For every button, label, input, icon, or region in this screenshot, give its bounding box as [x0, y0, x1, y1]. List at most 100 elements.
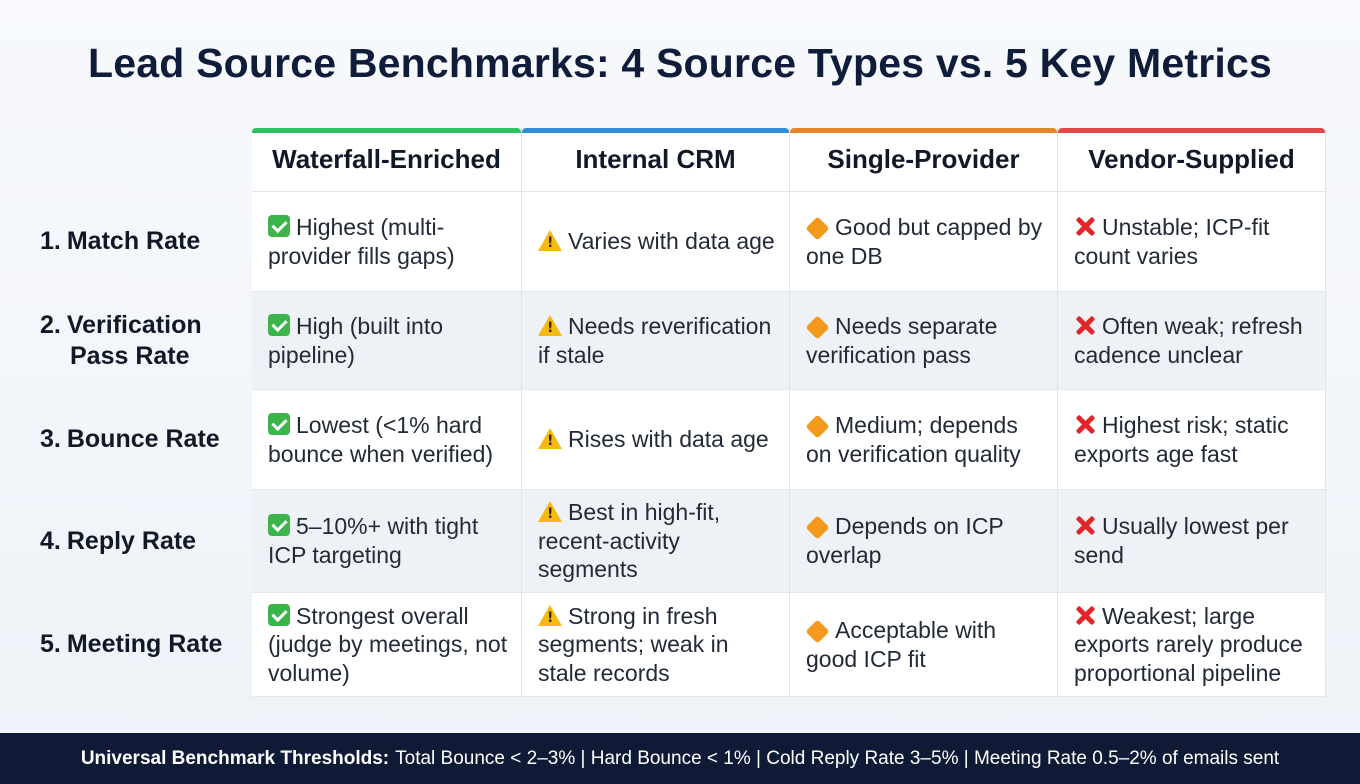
cell-content: Best in high-fit, recent-activity segmen…	[538, 498, 777, 584]
table-cell: Highest (multi-provider fills gaps)	[252, 192, 522, 292]
table-cell: Medium; depends on verification quality	[790, 390, 1058, 490]
check-icon	[268, 412, 290, 435]
warning-icon	[538, 230, 562, 253]
benchmark-table: Waterfall-Enriched Internal CRM Single-P…	[24, 128, 1326, 697]
table-corner	[24, 128, 252, 192]
cross-icon	[1074, 314, 1096, 336]
cell-content: Acceptable with good ICP fit	[805, 616, 1045, 673]
cell-text: Rises with data age	[568, 426, 769, 453]
row-label: 1. Match Rate	[24, 192, 252, 292]
warning-icon	[538, 501, 562, 524]
cell-content: High (built into pipeline)	[268, 312, 509, 369]
cell-text: Needs reverification if stale	[538, 312, 772, 368]
check-icon	[268, 514, 290, 537]
warning-icon	[538, 428, 562, 451]
table-cell: Weakest; large exports rarely produce pr…	[1058, 593, 1326, 697]
row-label-text: Reply Rate	[66, 526, 197, 555]
footer-text: Total Bounce < 2–3% | Hard Bounce < 1% |…	[395, 747, 1280, 769]
table-cell: Unstable; ICP-fit count varies	[1058, 192, 1326, 292]
table-cell: Strong in fresh segments; weak in stale …	[522, 593, 790, 697]
row-number: 4.	[40, 526, 61, 555]
table-cell: Needs reverification if stale	[522, 292, 790, 390]
column-header-single-provider: Single-Provider	[790, 128, 1058, 192]
row-number: 5.	[40, 630, 61, 659]
footer-label: Universal Benchmark Thresholds:	[80, 747, 390, 769]
cross-icon	[1074, 604, 1096, 626]
cell-text: Usually lowest per send	[1074, 513, 1289, 568]
table-cell: Usually lowest per send	[1058, 490, 1326, 593]
cell-content: Strongest overall (judge by meetings, no…	[268, 602, 509, 688]
cell-content: Strong in fresh segments; weak in stale …	[538, 602, 777, 688]
row-label-text: Meeting Rate	[66, 630, 223, 659]
check-icon	[268, 214, 290, 237]
cell-text: Often weak; refresh cadence unclear	[1074, 312, 1303, 368]
check-icon	[268, 603, 290, 626]
column-accent-bar	[1058, 128, 1325, 133]
diamond-icon	[805, 619, 830, 644]
cell-text: Good but capped by one DB	[806, 213, 1043, 269]
cell-content: Good but capped by one DB	[805, 213, 1045, 270]
cell-text: Acceptable with good ICP fit	[806, 616, 997, 672]
row-label-text: Match Rate	[66, 227, 201, 256]
row-number: 1.	[40, 227, 61, 256]
column-accent-bar	[790, 128, 1057, 133]
diamond-icon	[805, 515, 830, 541]
row-label-text: Verification	[66, 310, 202, 339]
row-label-line1: 2. Verification	[40, 310, 202, 341]
column-header-vendor-supplied: Vendor-Supplied	[1058, 128, 1326, 192]
cell-content: Rises with data age	[538, 425, 769, 454]
row-label-text: Bounce Rate	[66, 425, 220, 454]
diamond-icon	[805, 414, 830, 439]
cell-content: Lowest (<1% hard bounce when verified)	[268, 411, 509, 468]
cell-content: Weakest; large exports rarely produce pr…	[1074, 602, 1313, 688]
row-number: 2.	[40, 310, 61, 339]
cell-text: Lowest (<1% hard bounce when verified)	[268, 411, 494, 467]
cell-text: Varies with data age	[568, 228, 775, 255]
table-cell: Rises with data age	[522, 390, 790, 490]
row-number: 3.	[40, 425, 61, 454]
cell-text: High (built into pipeline)	[268, 312, 444, 368]
table-cell: Acceptable with good ICP fit	[790, 593, 1058, 697]
page-title: Lead Source Benchmarks: 4 Source Types v…	[87, 40, 1272, 86]
diamond-icon	[805, 315, 830, 340]
cell-content: Medium; depends on verification quality	[805, 411, 1045, 468]
cell-text: Needs separate verification pass	[806, 312, 998, 368]
table-cell: Depends on ICP overlap	[790, 490, 1058, 593]
cell-content: Varies with data age	[538, 227, 775, 256]
cell-text: Highest risk; static exports age fast	[1074, 411, 1289, 467]
row-label: 2. Verification Pass Rate	[24, 292, 252, 390]
table-cell: Needs separate verification pass	[790, 292, 1058, 390]
table-cell: Lowest (<1% hard bounce when verified)	[252, 390, 522, 490]
cell-text: 5–10%+ with tight ICP targeting	[268, 513, 479, 568]
cell-content: 5–10%+ with tight ICP targeting	[268, 512, 509, 569]
cell-content: Depends on ICP overlap	[805, 512, 1045, 569]
cell-text: Strong in fresh segments; weak in stale …	[538, 602, 729, 686]
check-icon	[268, 313, 290, 336]
column-header-internal-crm: Internal CRM	[522, 128, 790, 192]
column-accent-bar	[252, 128, 521, 133]
table-cell: Good but capped by one DB	[790, 192, 1058, 292]
cell-text: Strongest overall (judge by meetings, no…	[268, 602, 508, 686]
benchmark-footer: Universal Benchmark Thresholds: Total Bo…	[0, 733, 1360, 784]
row-label: 3. Bounce Rate	[24, 390, 252, 490]
cell-text: Unstable; ICP-fit count varies	[1074, 213, 1270, 269]
cell-content: Needs separate verification pass	[805, 312, 1045, 369]
diamond-icon	[805, 216, 830, 241]
cross-icon	[1074, 215, 1096, 237]
cell-content: Unstable; ICP-fit count varies	[1074, 213, 1313, 270]
cell-content: Usually lowest per send	[1074, 512, 1313, 569]
cell-text: Weakest; large exports rarely produce pr…	[1074, 602, 1303, 686]
row-label: 5. Meeting Rate	[24, 593, 252, 697]
column-accent-bar	[522, 128, 789, 133]
table-cell: High (built into pipeline)	[252, 292, 522, 390]
row-label: 4. Reply Rate	[24, 490, 252, 593]
table-cell: Highest risk; static exports age fast	[1058, 390, 1326, 490]
table-cell: 5–10%+ with tight ICP targeting	[252, 490, 522, 593]
cell-content: Often weak; refresh cadence unclear	[1074, 312, 1313, 369]
cell-text: Best in high-fit, recent-activity segmen…	[538, 499, 721, 583]
table-cell: Varies with data age	[522, 192, 790, 292]
table-cell: Best in high-fit, recent-activity segmen…	[522, 490, 790, 593]
cell-text: Highest (multi-provider fills gaps)	[268, 213, 455, 269]
cell-content: Needs reverification if stale	[538, 312, 777, 369]
cell-content: Highest (multi-provider fills gaps)	[268, 213, 509, 270]
